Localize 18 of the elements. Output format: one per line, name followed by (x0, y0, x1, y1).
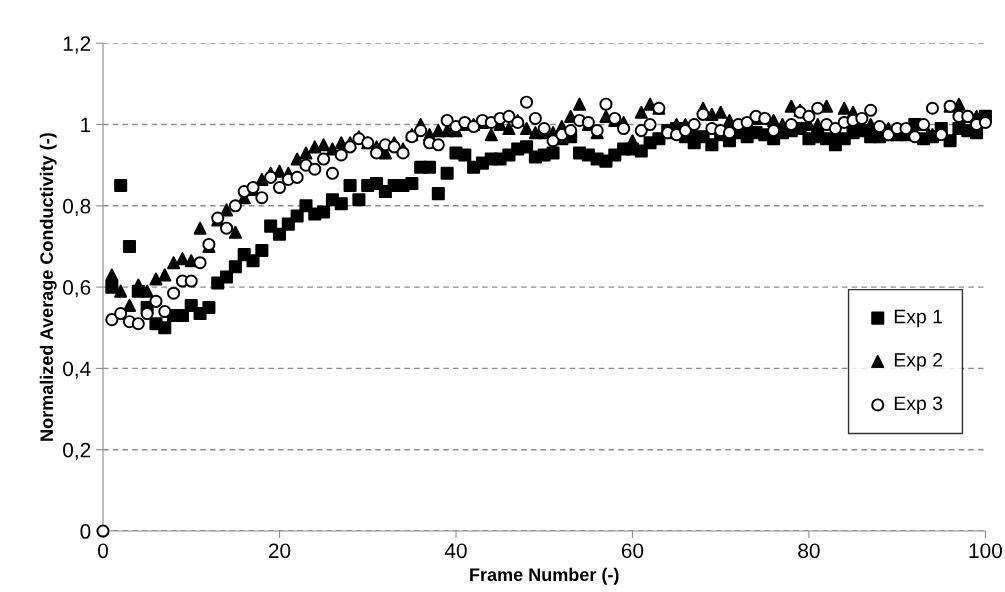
x-tick-label: 40 (444, 543, 467, 559)
x-tick-label: 80 (798, 543, 820, 559)
x-tick-label: 0 (98, 543, 108, 559)
y-tick-label: 0,6 (63, 280, 91, 298)
x-tick-label: 60 (621, 543, 644, 559)
y-tick-label: 0,8 (63, 198, 91, 217)
legend-label: Exp 2 (894, 353, 943, 371)
y-axis-title: Normalized Average Conductivity (-) (39, 133, 57, 441)
y-tick-label: 0,4 (63, 361, 91, 379)
legend-label: Exp 3 (894, 396, 943, 415)
x-axis-title: Frame Number (-) (470, 567, 619, 585)
y-tick-label: 1,2 (63, 36, 91, 54)
x-tick-label: 20 (268, 543, 291, 559)
x-tick-label: 100 (969, 543, 1002, 559)
legend-label: Exp 1 (894, 309, 943, 328)
y-tick-label: 0,2 (63, 442, 91, 460)
y-tick-label: 1 (81, 117, 91, 133)
y-tick-label: 0 (80, 524, 91, 539)
